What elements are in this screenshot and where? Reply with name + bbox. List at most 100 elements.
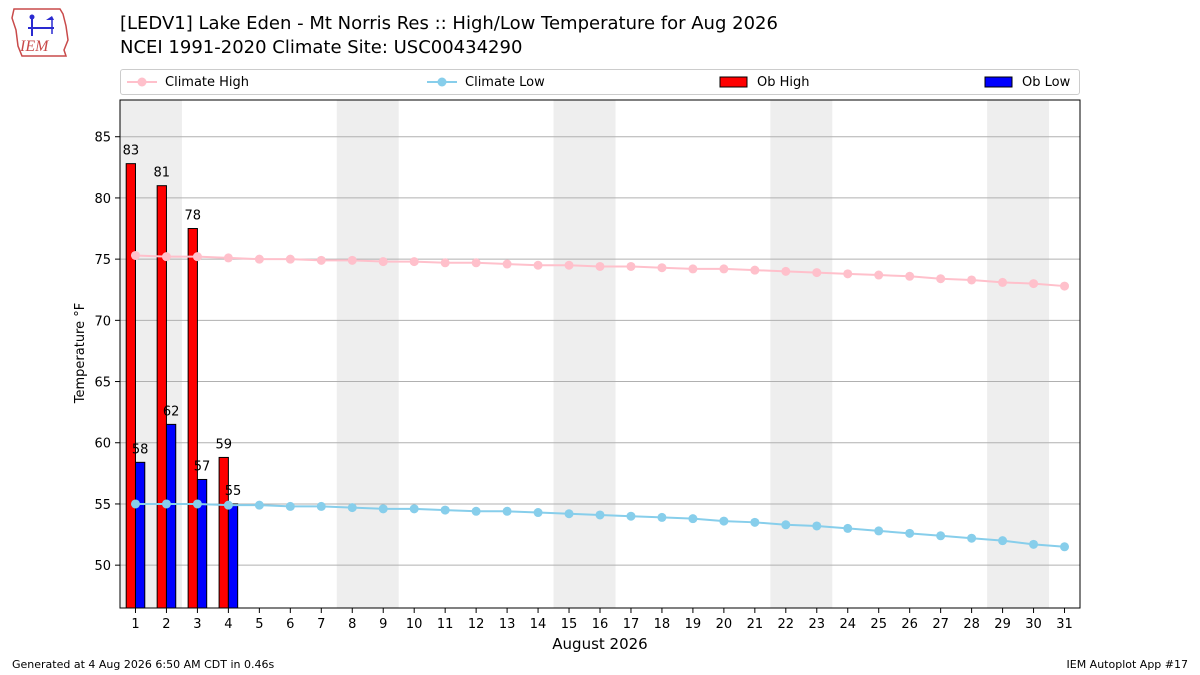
x-tick-label: 9 [379, 617, 387, 632]
climate-low-point [161, 499, 171, 509]
climate-high-point [843, 269, 853, 279]
ob-low-bar [134, 461, 146, 609]
x-tick-label: 31 [1056, 617, 1073, 632]
y-tick-label: 60 [94, 437, 111, 452]
climate-high-point [719, 264, 729, 274]
climate-low-point [719, 516, 729, 526]
ob-low-value-label: 62 [163, 404, 180, 419]
logo-text: IEM [19, 38, 50, 55]
y-tick-label: 75 [94, 253, 111, 268]
climate-high-point [1029, 279, 1039, 289]
climate-low-line-marker-icon [427, 77, 457, 87]
climate-low-point [595, 510, 605, 520]
climate-high-point [440, 258, 450, 268]
climate-high-point [409, 257, 419, 267]
ob-high-bar [125, 163, 136, 609]
weekend-shade [770, 100, 833, 608]
climate-high-point [564, 260, 574, 270]
climate-low-point [967, 533, 977, 543]
legend-label-ob-high: Ob High [757, 74, 810, 90]
ob-low-value-label: 57 [194, 459, 211, 474]
climate-high-point [936, 274, 946, 284]
x-tick-label: 21 [747, 617, 764, 632]
chart-subtitle: NCEI 1991-2020 Climate Site: USC00434290 [120, 37, 523, 58]
climate-high-point [781, 266, 791, 276]
climate-low-point [1029, 539, 1039, 549]
climate-low-point [750, 517, 760, 527]
climate-low-point [626, 511, 636, 521]
legend-label-climate-high: Climate High [165, 74, 250, 90]
x-tick-label: 27 [932, 617, 949, 632]
climate-low-point [254, 500, 264, 510]
climate-high-point [812, 268, 822, 278]
climate-high-point [967, 275, 977, 285]
weekend-shade [987, 100, 1050, 608]
x-tick-label: 6 [286, 617, 294, 632]
climate-low-point [781, 520, 791, 530]
x-tick-label: 7 [317, 617, 325, 632]
ob-high-swatch-icon [719, 76, 748, 88]
climate-low-point [564, 509, 574, 519]
x-tick-label: 2 [162, 617, 170, 632]
climate-low-point [1060, 542, 1070, 552]
y-tick-label: 80 [94, 192, 111, 207]
y-axis-label: Temperature °F [73, 303, 88, 404]
legend: Climate High Climate Low Ob High Ob Low [120, 69, 1080, 95]
climate-high-point [347, 255, 357, 265]
ob-high-value-label: 83 [123, 144, 140, 159]
ob-low-value-label: 55 [225, 484, 242, 499]
footer-app: IEM Autoplot App #17 [1066, 658, 1189, 671]
x-tick-label: 15 [561, 617, 578, 632]
climate-high-point [378, 257, 388, 267]
ob-high-value-label: 59 [215, 437, 232, 452]
climate-low-point [905, 528, 915, 538]
climate-low-point [347, 503, 357, 513]
x-tick-label: 4 [224, 617, 232, 632]
legend-item-climate-high: Climate High [127, 70, 249, 94]
y-tick-label: 85 [94, 131, 111, 146]
climate-high-point [254, 254, 264, 264]
climate-high-point [750, 265, 760, 275]
weekend-shade [553, 100, 616, 608]
x-tick-label: 19 [685, 617, 702, 632]
y-tick-label: 65 [94, 376, 111, 391]
climate-low-point [874, 526, 884, 536]
x-tick-label: 29 [994, 617, 1011, 632]
climate-low-point [223, 500, 233, 510]
x-tick-label: 20 [716, 617, 733, 632]
climate-low-point [657, 512, 667, 522]
climate-high-point [130, 250, 140, 260]
climate-high-point [874, 270, 884, 280]
x-tick-label: 13 [499, 617, 516, 632]
x-tick-label: 23 [809, 617, 826, 632]
x-tick-label: 18 [654, 617, 671, 632]
ob-high-bar [218, 456, 229, 609]
climate-low-point [936, 531, 946, 541]
climate-high-point [1060, 281, 1070, 291]
x-tick-label: 28 [963, 617, 980, 632]
climate-high-point [657, 263, 667, 273]
climate-low-point [812, 521, 822, 531]
x-tick-label: 8 [348, 617, 356, 632]
x-tick-label: 25 [870, 617, 887, 632]
x-tick-label: 16 [592, 617, 609, 632]
ob-low-bar [196, 478, 208, 609]
legend-item-climate-low: Climate Low [427, 70, 545, 94]
legend-label-ob-low: Ob Low [1022, 74, 1071, 90]
climate-low-point [998, 536, 1008, 546]
climate-high-point [595, 261, 605, 271]
climate-high-point [626, 261, 636, 271]
climate-low-point [409, 504, 419, 514]
climate-low-point [285, 501, 295, 511]
climate-low-point [378, 504, 388, 514]
footer-generated: Generated at 4 Aug 2026 6:50 AM CDT in 0… [12, 658, 275, 671]
climate-low-point [440, 505, 450, 515]
iem-logo: IEM [8, 6, 72, 60]
climate-low-point [502, 506, 512, 516]
climate-high-point [192, 252, 202, 262]
climate-high-point [285, 254, 295, 264]
x-tick-label: 22 [778, 617, 795, 632]
climate-high-point [223, 253, 233, 263]
climate-high-line-marker-icon [127, 77, 157, 87]
